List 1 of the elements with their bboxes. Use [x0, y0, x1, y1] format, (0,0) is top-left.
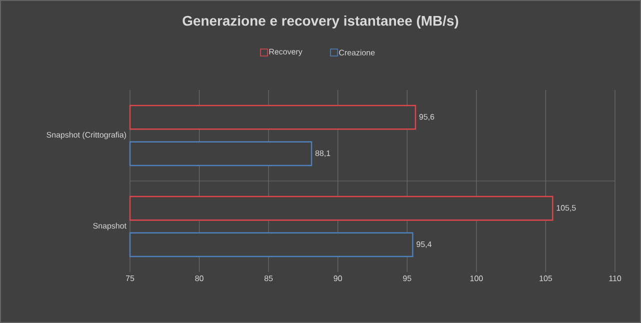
- chart-title: Generazione e recovery istantanee (MB/s): [182, 15, 458, 28]
